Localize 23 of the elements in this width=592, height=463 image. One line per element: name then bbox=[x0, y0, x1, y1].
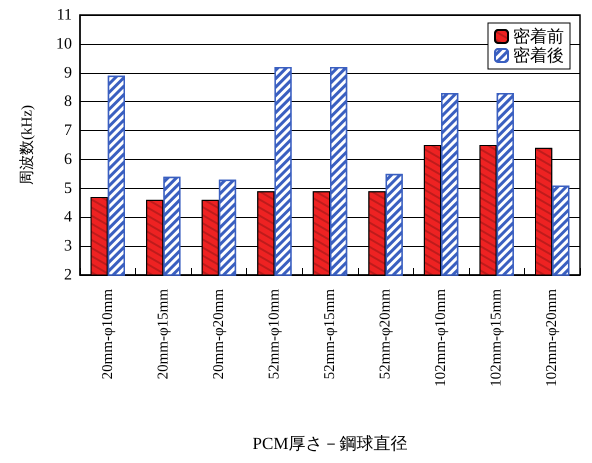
y-tick-label: 6 bbox=[64, 150, 72, 168]
y-tick-label: 2 bbox=[64, 266, 72, 284]
y-tick-label: 9 bbox=[64, 64, 72, 82]
y-tick-label: 3 bbox=[64, 238, 72, 255]
y-tick-label: 10 bbox=[56, 35, 72, 52]
y-tick-label: 8 bbox=[64, 93, 72, 110]
x-tick-label: 102mm-φ15mm bbox=[488, 288, 505, 387]
x-tick-label: 20mm-φ10mm bbox=[100, 288, 116, 380]
x-axis-title: PCM厚さ－鋼球直径 bbox=[252, 434, 408, 453]
x-tick-label: 52mm-φ10mm bbox=[266, 288, 282, 380]
x-tick-label: 52mm-φ20mm bbox=[378, 288, 394, 380]
x-tick-label: 20mm-φ15mm bbox=[155, 288, 172, 380]
x-tick-label: 102mm-φ10mm bbox=[433, 288, 450, 387]
x-tick-label: 102mm-φ20mm bbox=[544, 288, 560, 387]
x-tick-label: 20mm-φ20mm bbox=[210, 288, 227, 380]
y-tick-label: 4 bbox=[64, 208, 72, 226]
legend-label: 密着後 bbox=[513, 46, 564, 65]
legend-label: 密着前 bbox=[513, 27, 564, 46]
y-axis-title: 周波数(kHz) bbox=[18, 105, 36, 185]
y-tick-label: 7 bbox=[64, 122, 72, 140]
y-tick-label: 5 bbox=[64, 180, 72, 197]
x-tick-label: 52mm-φ15mm bbox=[322, 288, 338, 380]
y-tick-label: 11 bbox=[56, 6, 72, 24]
